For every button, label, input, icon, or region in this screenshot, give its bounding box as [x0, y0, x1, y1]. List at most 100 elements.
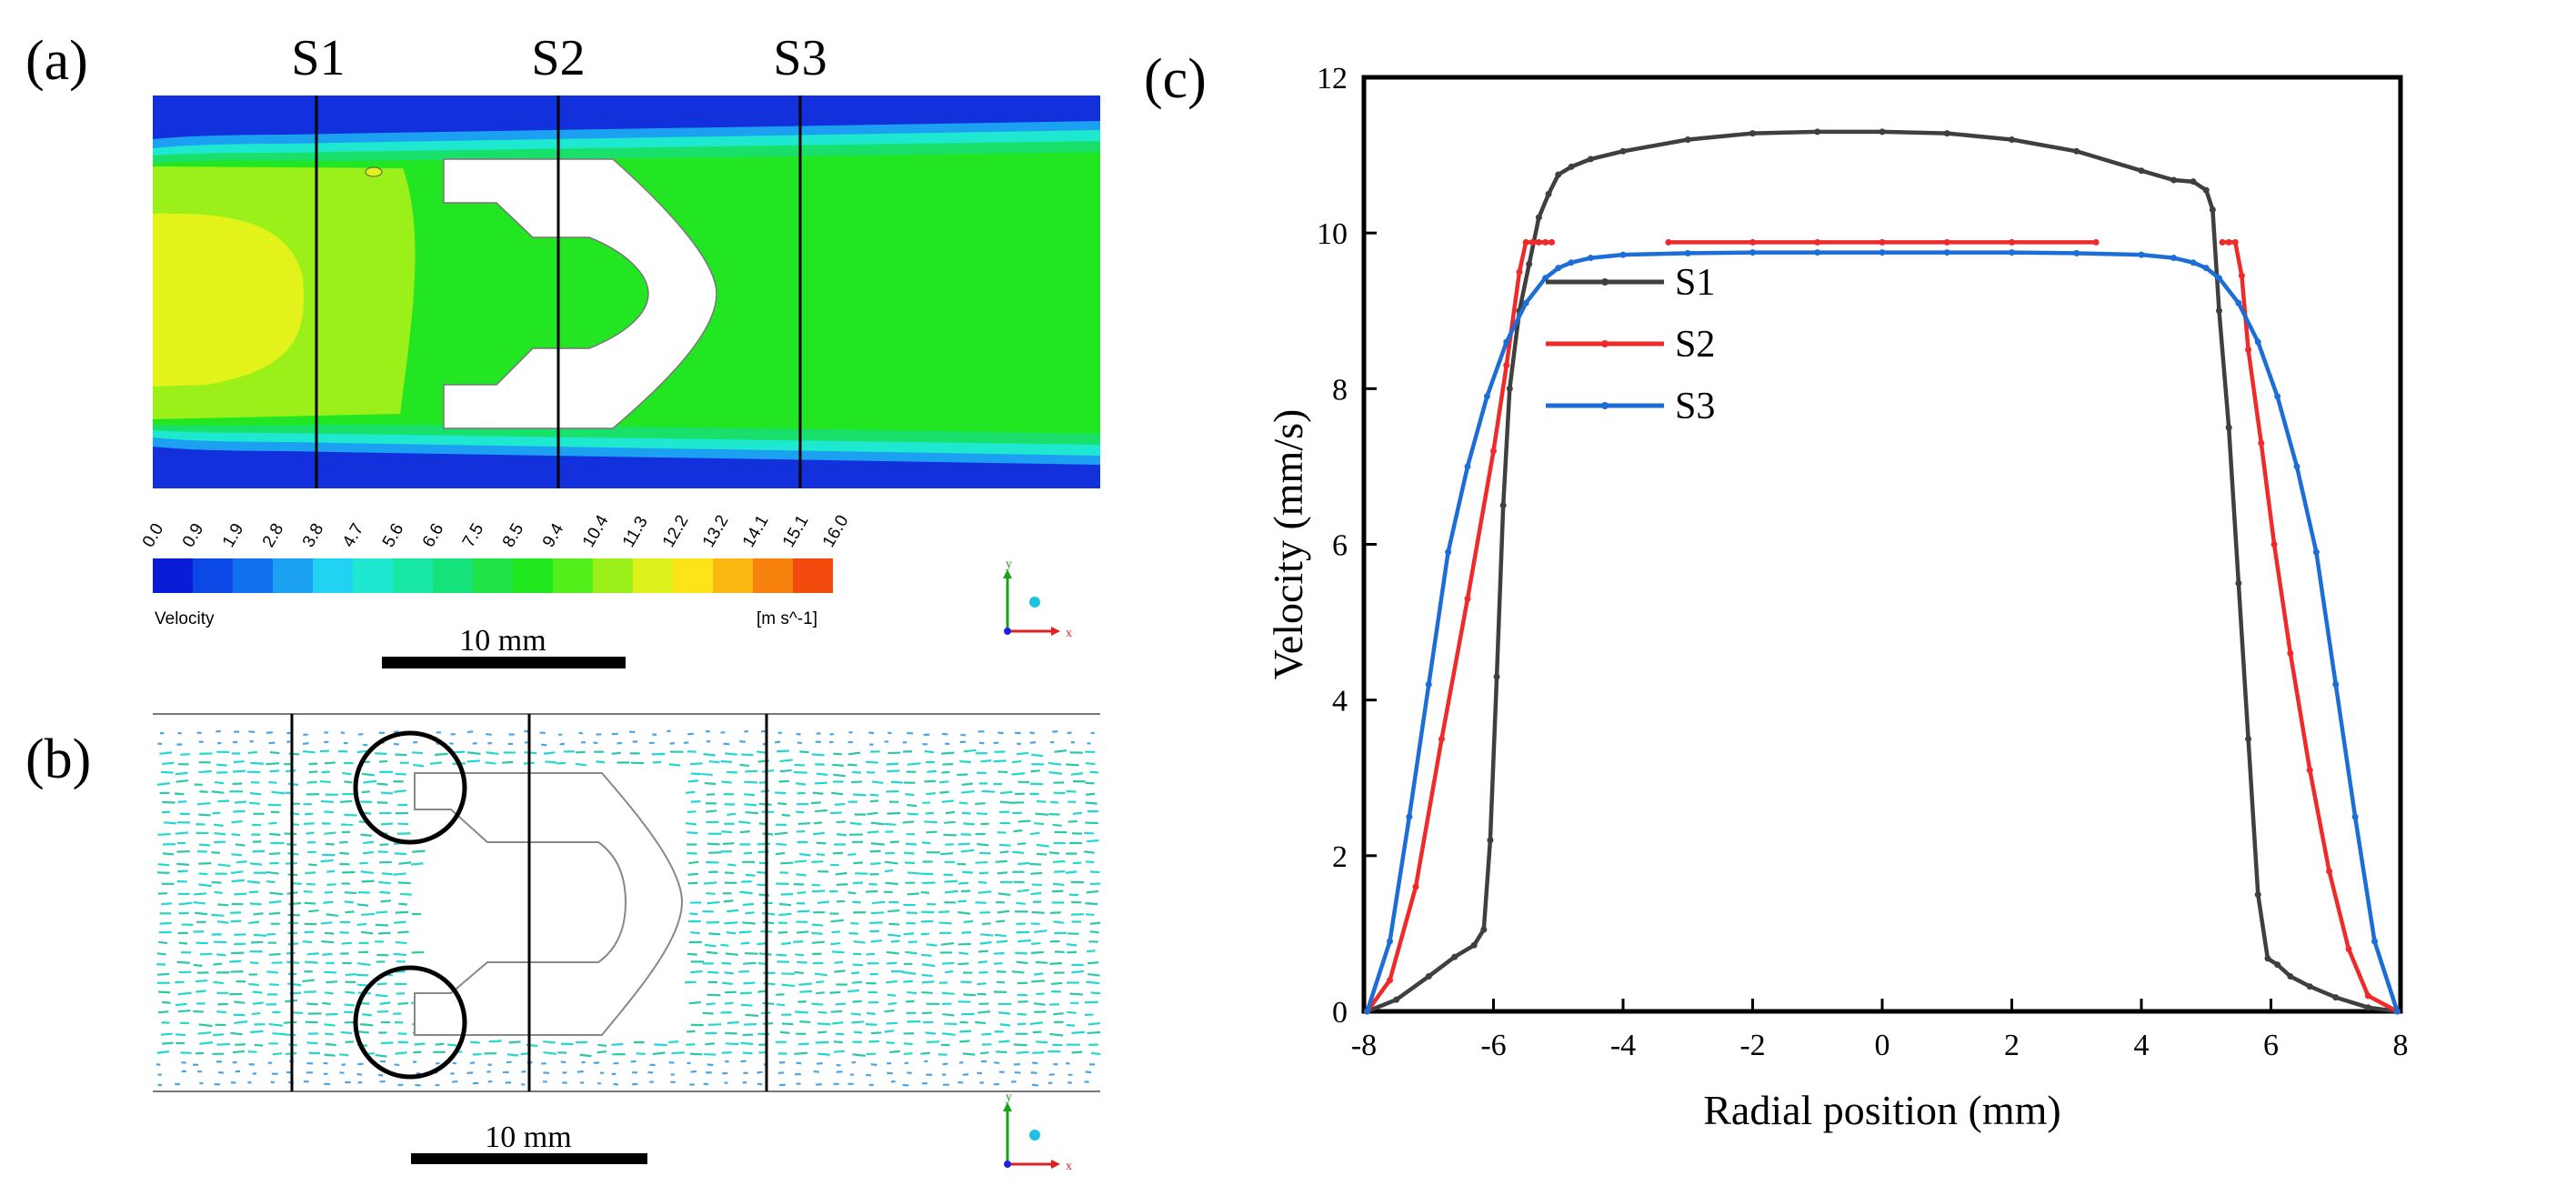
velocity-vector [158, 940, 168, 945]
velocity-vector [326, 913, 339, 918]
velocity-vector [248, 982, 259, 987]
velocity-vector [198, 813, 211, 817]
series-s3-point [2371, 938, 2378, 945]
velocity-vector [997, 892, 1011, 897]
velocity-vector [945, 970, 954, 974]
velocity-vector [559, 742, 566, 746]
velocity-vector [704, 1052, 717, 1056]
velocity-vector [781, 983, 795, 988]
velocity-vector [959, 759, 971, 764]
y-tick-label: 8 [1332, 373, 1348, 407]
velocity-vector [197, 1031, 212, 1035]
series-s2-point [2270, 541, 2278, 548]
velocity-vector [961, 782, 973, 787]
velocity-vector [266, 870, 279, 875]
axis-triad-b: y x [1003, 1093, 1072, 1173]
series-s2-point [1665, 238, 1672, 246]
velocity-vector [725, 752, 737, 756]
velocity-vector [397, 1001, 409, 1006]
velocity-vector [501, 760, 514, 764]
velocity-vector [193, 963, 203, 968]
series-s3-point [1943, 249, 1950, 256]
velocity-vector [853, 861, 863, 865]
velocity-vector [704, 943, 717, 948]
velocity-vector [926, 830, 937, 834]
velocity-vector [738, 970, 750, 973]
velocity-vector [234, 1020, 248, 1025]
velocity-vector [836, 883, 848, 886]
velocity-vector [556, 761, 566, 765]
series-s1-point [2306, 983, 2313, 990]
velocity-vector [305, 871, 316, 875]
velocity-vector [159, 751, 173, 755]
series-s1-point [1568, 163, 1575, 170]
velocity-vector [998, 1040, 1010, 1043]
velocity-vector [176, 960, 190, 964]
velocity-vector [958, 951, 969, 955]
velocity-vector [884, 1009, 895, 1013]
velocity-vector [1053, 1012, 1064, 1016]
velocity-vector [233, 809, 246, 813]
velocity-vector [380, 822, 394, 826]
velocity-vector [869, 849, 881, 853]
velocity-vector [777, 749, 789, 753]
velocity-vector [760, 789, 770, 793]
velocity-vector [689, 912, 698, 916]
velocity-vector [939, 780, 949, 784]
highlight-circle-top [353, 730, 467, 845]
velocity-vector [359, 861, 368, 865]
series-s3-point [2235, 299, 2242, 307]
velocity-vector [760, 729, 767, 733]
velocity-vector [926, 1040, 940, 1044]
velocity-vector [1012, 850, 1025, 854]
velocity-vector [744, 729, 748, 733]
series-s3-point [1814, 249, 1821, 256]
series-s1-point [1506, 385, 1513, 392]
velocity-vector [727, 909, 739, 913]
x-tick-label: 2 [2004, 1029, 2020, 1062]
series-s3-point [2216, 275, 2222, 282]
velocity-vector [885, 881, 898, 886]
velocity-vector [980, 1051, 989, 1055]
velocity-vector [743, 961, 757, 965]
velocity-vector [797, 741, 803, 745]
series-s2-point [1464, 595, 1471, 602]
velocity-vector [161, 902, 172, 906]
velocity-vector [340, 1030, 353, 1035]
velocity-vector [175, 1033, 186, 1037]
x-tick-label: -6 [1480, 1029, 1506, 1062]
velocity-vector [175, 1002, 187, 1007]
velocity-vector [268, 852, 281, 856]
series-s3-point [2170, 255, 2178, 262]
velocity-vector [356, 922, 367, 927]
velocity-vector [813, 1070, 819, 1073]
velocity-vector [865, 1022, 877, 1026]
series-s2-point [2238, 272, 2245, 279]
velocity-vector [739, 991, 752, 995]
velocity-vector [198, 769, 212, 774]
velocity-vector [690, 930, 700, 935]
velocity-vector [324, 991, 334, 995]
velocity-vector [722, 981, 733, 985]
velocity-vector [867, 830, 879, 834]
velocity-vector [376, 982, 387, 986]
velocity-vector [162, 800, 175, 804]
velocity-vector [902, 820, 915, 824]
series-s2-point [2245, 347, 2252, 354]
series-s1-point [1814, 128, 1821, 136]
velocity-vector [922, 963, 936, 968]
velocity-vector [963, 920, 974, 923]
velocity-vector [306, 952, 319, 956]
velocity-vector [832, 1021, 844, 1025]
velocity-vector [1017, 1022, 1027, 1026]
velocity-vector [1085, 913, 1095, 916]
y-tick-label: 0 [1332, 996, 1348, 1030]
colorbar-swatch [553, 558, 593, 593]
velocity-vector [977, 880, 987, 884]
velocity-vector [616, 741, 623, 745]
velocity-vector [1036, 799, 1047, 803]
velocity-vector [832, 950, 845, 954]
scalebar-a [382, 657, 626, 668]
velocity-vector [252, 849, 266, 853]
velocity-vector [576, 1070, 584, 1073]
